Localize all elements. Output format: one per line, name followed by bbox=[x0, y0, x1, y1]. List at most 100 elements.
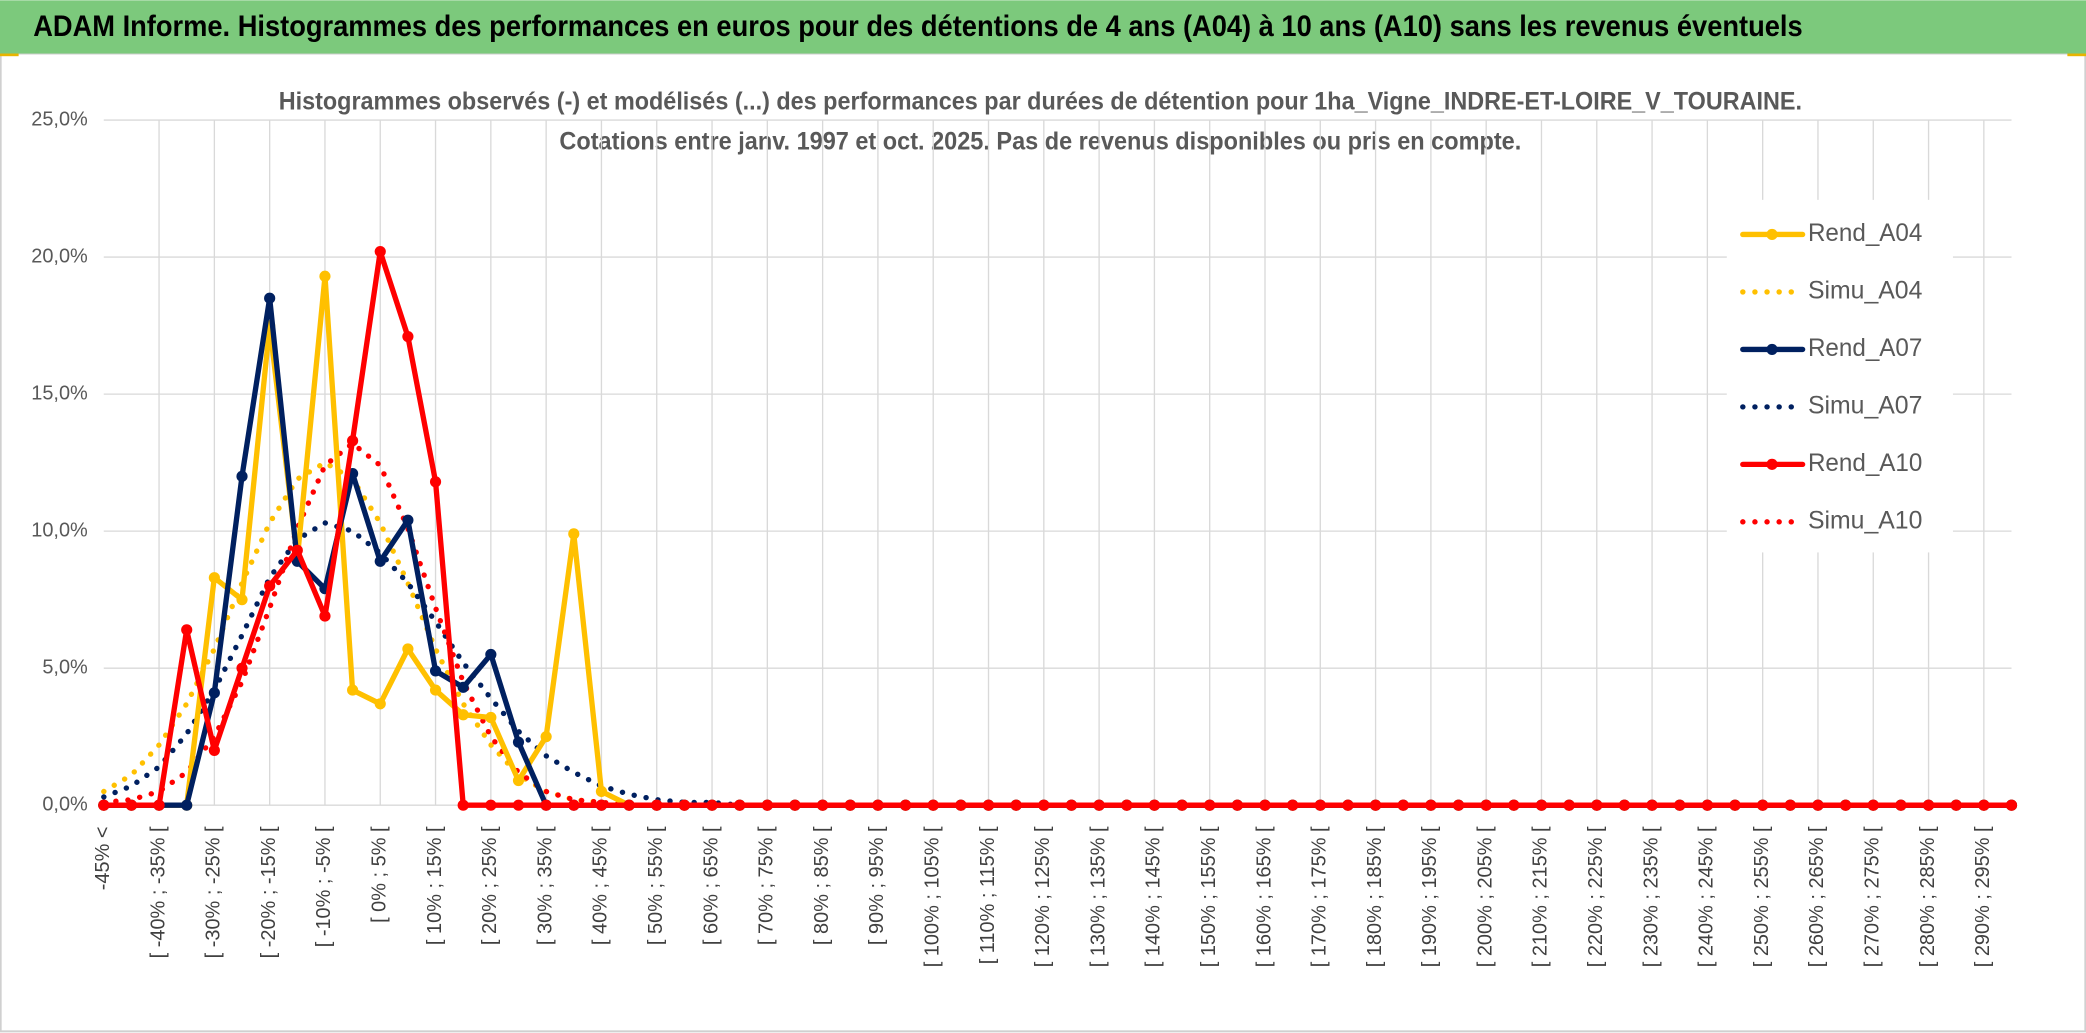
x-tick-label: [ 200% ; 205% [ bbox=[1474, 826, 1496, 967]
series-marker bbox=[208, 572, 220, 584]
series-marker bbox=[429, 665, 442, 677]
y-tick-label: 25,0% bbox=[31, 108, 88, 130]
series-marker bbox=[1729, 799, 1741, 811]
series-marker bbox=[1591, 799, 1603, 811]
chart-title: Histogrammes observés (-) et modélisés (… bbox=[279, 87, 1802, 115]
series-marker bbox=[1895, 799, 1907, 811]
x-tick-label: [ 120% ; 125% [ bbox=[1032, 826, 1054, 967]
series-marker bbox=[512, 799, 525, 811]
series-marker bbox=[1397, 799, 1409, 811]
x-tick-label: [ 260% ; 265% [ bbox=[1806, 826, 1828, 967]
chart-subtitle: Cotations entre janv. 1997 et oct. 2025.… bbox=[559, 127, 1521, 155]
series-marker bbox=[319, 270, 331, 282]
x-tick-label: [ 160% ; 165% [ bbox=[1253, 826, 1275, 967]
x-tick-label: [ 230% ; 235% [ bbox=[1640, 826, 1662, 967]
series-marker bbox=[98, 799, 110, 811]
series-marker bbox=[1535, 799, 1548, 811]
series-marker bbox=[1425, 799, 1437, 811]
series-marker bbox=[347, 684, 359, 696]
series-marker bbox=[1646, 799, 1658, 811]
x-tick-label: [ 0% ; 5% [ bbox=[369, 826, 391, 923]
series-marker bbox=[1452, 799, 1465, 811]
series-marker bbox=[734, 799, 746, 811]
header-title: ADAM Informe. Histogrammes des performan… bbox=[33, 11, 1802, 43]
x-tick-label: [ 50% ; 55% [ bbox=[645, 826, 667, 945]
series-marker bbox=[540, 731, 552, 743]
series-marker bbox=[181, 799, 193, 811]
series-marker bbox=[1978, 799, 1990, 811]
series-marker bbox=[568, 799, 580, 811]
y-tick-label: 10,0% bbox=[31, 519, 88, 541]
series-marker bbox=[1038, 799, 1050, 811]
series-marker bbox=[982, 799, 995, 811]
series-marker bbox=[1176, 799, 1188, 811]
series-marker bbox=[1259, 799, 1271, 811]
y-tick-label: 0,0% bbox=[42, 793, 88, 815]
series-marker bbox=[264, 292, 276, 304]
x-tick-label: [ 210% ; 215% [ bbox=[1530, 826, 1552, 967]
series-marker bbox=[457, 709, 469, 721]
series-marker bbox=[457, 681, 469, 693]
series-marker bbox=[429, 684, 442, 696]
legend-label: Simu_A10 bbox=[1808, 506, 1922, 534]
series-marker bbox=[1812, 799, 1824, 811]
y-tick-label: 20,0% bbox=[31, 245, 88, 267]
x-tick-label: [ 190% ; 195% [ bbox=[1419, 826, 1441, 967]
header-bar bbox=[0, 0, 2086, 54]
series-marker bbox=[512, 774, 525, 787]
legend-label: Rend_A07 bbox=[1808, 334, 1922, 362]
plot bbox=[98, 246, 2018, 811]
x-tick-label: [ 270% ; 275% [ bbox=[1862, 826, 1884, 967]
x-tick-label: [ 80% ; 85% [ bbox=[811, 826, 833, 945]
series-marker bbox=[485, 799, 497, 811]
series-marker bbox=[678, 799, 690, 811]
x-tick-label: [ 280% ; 285% [ bbox=[1917, 826, 1939, 967]
legend-marker bbox=[1766, 343, 1778, 355]
series-marker bbox=[1867, 799, 1879, 811]
x-tick-label: [ 180% ; 185% [ bbox=[1364, 826, 1386, 967]
series-marker bbox=[429, 476, 442, 488]
series-marker bbox=[1093, 799, 1105, 811]
series-marker bbox=[1950, 799, 1962, 811]
x-tick-label: [ 10% ; 15% [ bbox=[424, 826, 446, 945]
series-marker bbox=[208, 744, 220, 756]
legend-label: Simu_A04 bbox=[1808, 277, 1922, 305]
series-marker bbox=[1840, 799, 1852, 811]
series-marker bbox=[1480, 799, 1492, 811]
series-marker bbox=[1563, 799, 1575, 811]
series-marker bbox=[1370, 799, 1382, 811]
series-marker bbox=[1922, 799, 1935, 811]
x-tick-label: [ -40% ; -35% [ bbox=[147, 826, 169, 958]
series-marker bbox=[264, 580, 276, 592]
x-tick-label: [ -30% ; -25% [ bbox=[203, 826, 225, 958]
x-tick-label: -45% < bbox=[92, 826, 114, 890]
series-marker bbox=[374, 698, 386, 710]
series-marker bbox=[1314, 799, 1326, 811]
series-marker bbox=[181, 624, 193, 636]
series-marker bbox=[208, 687, 220, 699]
x-tick-label: [ 30% ; 35% [ bbox=[534, 826, 556, 945]
x-tick-label: [ 150% ; 155% [ bbox=[1198, 826, 1220, 967]
series-marker bbox=[236, 662, 248, 674]
series-marker bbox=[2005, 799, 2018, 811]
series-marker bbox=[651, 799, 663, 811]
series-marker bbox=[485, 711, 497, 724]
series-marker bbox=[568, 528, 580, 540]
series-marker bbox=[1204, 799, 1216, 811]
legend-box bbox=[1726, 199, 1953, 553]
series-marker bbox=[1148, 799, 1160, 811]
series-marker bbox=[153, 799, 165, 811]
x-tick-label: [ 90% ; 95% [ bbox=[866, 826, 888, 945]
series-marker bbox=[706, 799, 718, 811]
series-marker bbox=[872, 799, 884, 811]
series-marker bbox=[402, 643, 414, 655]
series-marker bbox=[817, 799, 829, 811]
series-marker bbox=[319, 610, 331, 622]
series-marker bbox=[1121, 799, 1133, 811]
series-marker bbox=[789, 799, 801, 811]
series-marker bbox=[402, 330, 414, 343]
grid: 0,0% 5,0% 10,0% 15,0% 20,0% 25,0% -45% < [ -40%… bbox=[31, 108, 2012, 967]
x-tick-label: [ 250% ; 255% [ bbox=[1751, 826, 1773, 967]
